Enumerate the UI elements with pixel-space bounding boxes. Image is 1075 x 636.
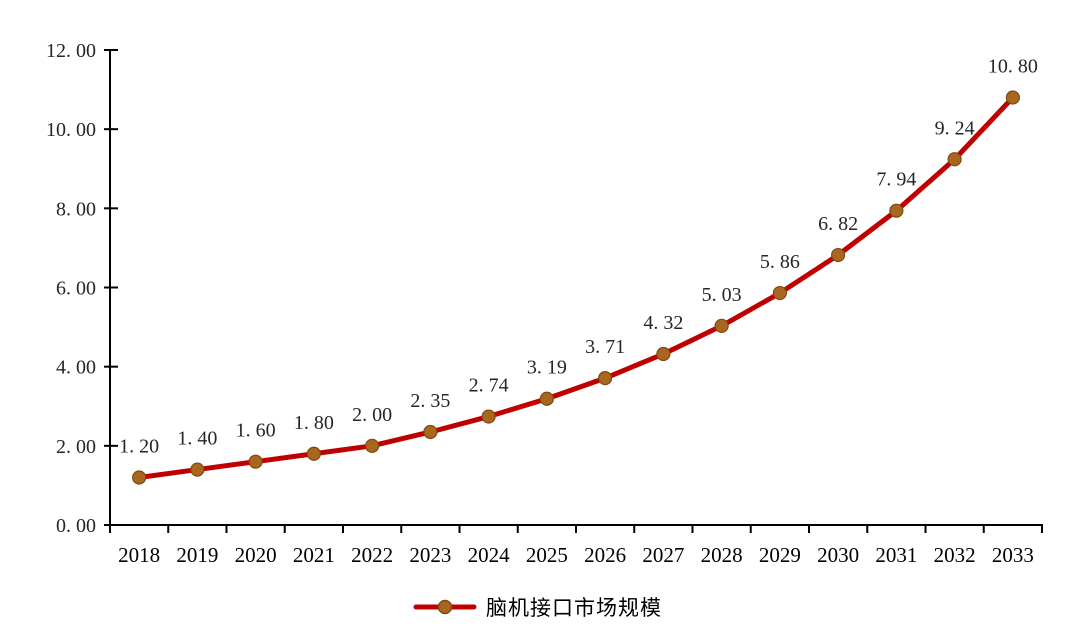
data-point (365, 438, 380, 453)
x-axis-label: 2032 (934, 543, 976, 567)
data-point (656, 346, 671, 362)
x-axis-label: 2028 (701, 543, 743, 567)
data-point (1005, 90, 1020, 105)
data-point (947, 152, 962, 167)
x-axis-label: 2024 (468, 543, 511, 567)
data-point (831, 247, 846, 263)
data-label: 5. 86 (760, 251, 800, 273)
y-tick-label: 6. 00 (56, 278, 96, 300)
data-label: 10. 80 (988, 56, 1038, 78)
data-point (772, 285, 787, 301)
series-line (136, 95, 1016, 480)
data-label: 1. 20 (119, 436, 159, 458)
x-axis-label: 2027 (642, 543, 684, 567)
data-label: 1. 80 (294, 412, 334, 434)
x-axis-label: 2019 (176, 543, 218, 567)
x-axis-label: 2031 (875, 543, 917, 567)
data-label: 3. 19 (527, 357, 567, 379)
data-point (248, 454, 263, 469)
data-point (714, 318, 729, 333)
y-tick-label: 10. 00 (46, 119, 96, 141)
x-axis-label: 2018 (118, 543, 160, 567)
data-label: 1. 40 (177, 428, 217, 450)
legend-marker-dot (437, 599, 453, 615)
data-label: 5. 03 (702, 284, 742, 306)
line-chart: 0. 00 2. 00 4. 00 6. 00 8. 00 10. 00 12. 00 201… (46, 40, 1043, 567)
x-axis-label: 2030 (817, 543, 859, 567)
data-label: 2. 74 (469, 375, 509, 397)
y-tick-label: 2. 00 (56, 436, 96, 458)
data-point (423, 424, 438, 440)
y-tick-label: 8. 00 (56, 198, 96, 220)
data-point (190, 462, 205, 477)
data-label: 2. 35 (410, 390, 450, 412)
y-tick-label: 4. 00 (56, 357, 96, 379)
data-point (598, 371, 613, 386)
x-axis-label: 2023 (409, 543, 451, 567)
data-label: 6. 82 (818, 213, 858, 235)
x-axis-label: 2029 (759, 543, 801, 567)
x-axis-label: 2026 (584, 543, 626, 567)
legend: 脑机接口市场规模 (0, 592, 1075, 622)
y-tick-label: 12. 00 (46, 40, 96, 62)
data-label: 9. 24 (935, 117, 975, 139)
data-point (481, 409, 496, 424)
data-label: 7. 94 (876, 169, 916, 191)
data-label: 4. 32 (643, 312, 683, 334)
x-axis-label: 2025 (526, 543, 568, 567)
data-point (306, 446, 321, 461)
data-point (132, 470, 147, 485)
legend-label: 脑机接口市场规模 (486, 596, 662, 620)
x-axis-label: 2021 (293, 543, 335, 567)
x-axis-label: 2020 (235, 543, 277, 567)
x-axis-label: 2033 (992, 543, 1034, 567)
data-label: 1. 60 (236, 420, 276, 442)
data-point (539, 391, 554, 406)
data-label: 3. 71 (585, 336, 625, 358)
data-point (889, 203, 904, 218)
data-label: 2. 00 (352, 404, 392, 426)
x-axis-label: 2022 (351, 543, 393, 567)
y-tick-label: 0. 00 (56, 515, 96, 537)
legend-line-marker-icon (413, 599, 477, 615)
